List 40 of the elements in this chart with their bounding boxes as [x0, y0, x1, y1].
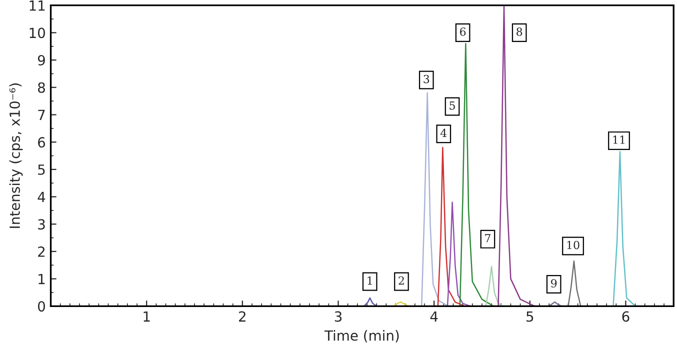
y-tick-label: 3: [38, 219, 45, 230]
annotation: 11: [613, 136, 624, 144]
y-tick-label: 0: [38, 301, 45, 312]
x-tick-label: 4: [430, 311, 438, 322]
line-series: [446, 202, 472, 306]
x-tick-label: 5: [526, 311, 534, 322]
x-tick-label: 1: [144, 311, 150, 322]
line-series: [459, 43, 494, 306]
x-axis-title: Time (min): [324, 330, 399, 342]
y-tick-label: 5: [38, 164, 45, 175]
y-tick-label: 8: [38, 82, 45, 93]
line-series: [363, 297, 378, 306]
line-series: [437, 146, 466, 306]
y-tick-label: 6: [38, 137, 46, 148]
y-tick-label: 2: [38, 246, 45, 257]
x-tick-label: 3: [334, 311, 342, 322]
y-tick-label: 1: [38, 274, 45, 284]
annotation: 10: [567, 240, 580, 250]
line-series: [420, 92, 450, 306]
x-tick-label: 6: [622, 311, 630, 322]
y-tick-label: 7: [38, 110, 45, 120]
annotation: 3: [424, 74, 430, 84]
y-tick-label: 10: [30, 28, 45, 38]
annotation: 1: [368, 276, 372, 285]
annotation: 5: [450, 101, 455, 110]
annotation: 4: [440, 128, 447, 137]
y-tick-label: 11: [30, 0, 45, 11]
line-series: [568, 260, 582, 306]
y-axis-title: Intensity (cps, x10⁻⁶): [9, 83, 23, 228]
line-series: [485, 266, 504, 306]
annotation: 7: [485, 234, 490, 242]
annotation: 8: [516, 28, 522, 36]
line-series: [498, 5, 536, 306]
annotation: 2: [398, 276, 404, 285]
annotation: 6: [460, 28, 466, 36]
y-tick-label: 4: [38, 192, 46, 202]
y-tick-label: 9: [38, 55, 45, 66]
line-series: [612, 151, 636, 306]
x-tick-label: 2: [239, 311, 246, 322]
annotation: 9: [551, 279, 557, 288]
